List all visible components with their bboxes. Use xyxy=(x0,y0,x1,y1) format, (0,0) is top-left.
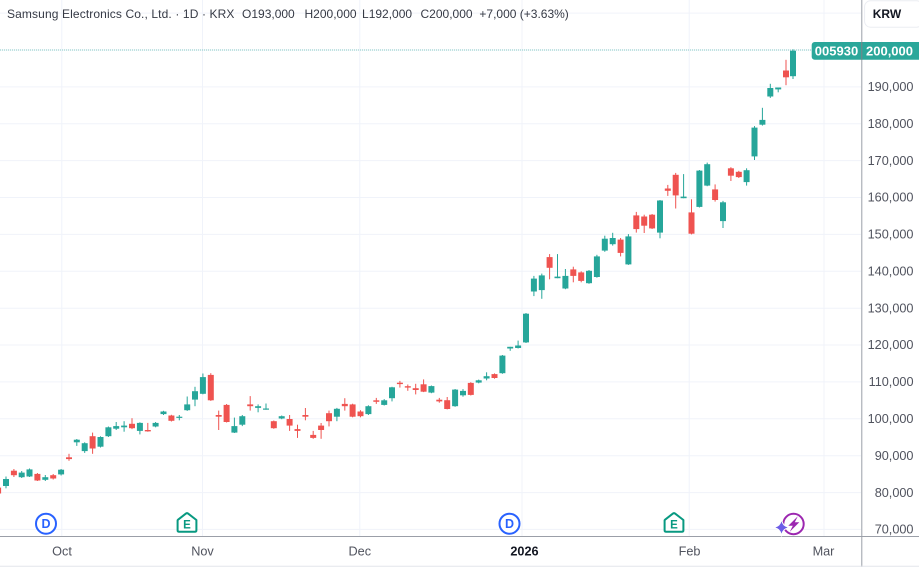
svg-text:100,000: 100,000 xyxy=(868,412,914,426)
svg-text:Feb: Feb xyxy=(679,545,701,559)
svg-text:140,000: 140,000 xyxy=(868,265,914,279)
svg-text:KRW: KRW xyxy=(873,7,902,21)
svg-text:160,000: 160,000 xyxy=(868,191,914,205)
svg-text:Nov: Nov xyxy=(191,545,214,559)
svg-text:70,000: 70,000 xyxy=(875,523,914,537)
svg-text:D: D xyxy=(505,517,514,531)
svg-text:170,000: 170,000 xyxy=(868,154,914,168)
svg-text:Oct: Oct xyxy=(52,545,72,559)
svg-text:E: E xyxy=(183,520,191,532)
svg-text:90,000: 90,000 xyxy=(875,449,914,463)
svg-text:2026: 2026 xyxy=(510,545,538,559)
svg-text:150,000: 150,000 xyxy=(868,228,914,242)
svg-text:180,000: 180,000 xyxy=(868,117,914,131)
svg-text:80,000: 80,000 xyxy=(875,486,914,500)
svg-text:120,000: 120,000 xyxy=(868,338,914,352)
svg-text:110,000: 110,000 xyxy=(869,375,914,389)
svg-text:005930: 005930 xyxy=(815,43,858,58)
svg-text:130,000: 130,000 xyxy=(868,301,914,315)
svg-text:190,000: 190,000 xyxy=(868,80,914,94)
svg-text:D: D xyxy=(41,517,50,531)
svg-text:200,000: 200,000 xyxy=(866,43,913,58)
svg-text:E: E xyxy=(670,520,678,532)
svg-text:Dec: Dec xyxy=(349,545,372,559)
svg-text:Mar: Mar xyxy=(813,545,836,559)
